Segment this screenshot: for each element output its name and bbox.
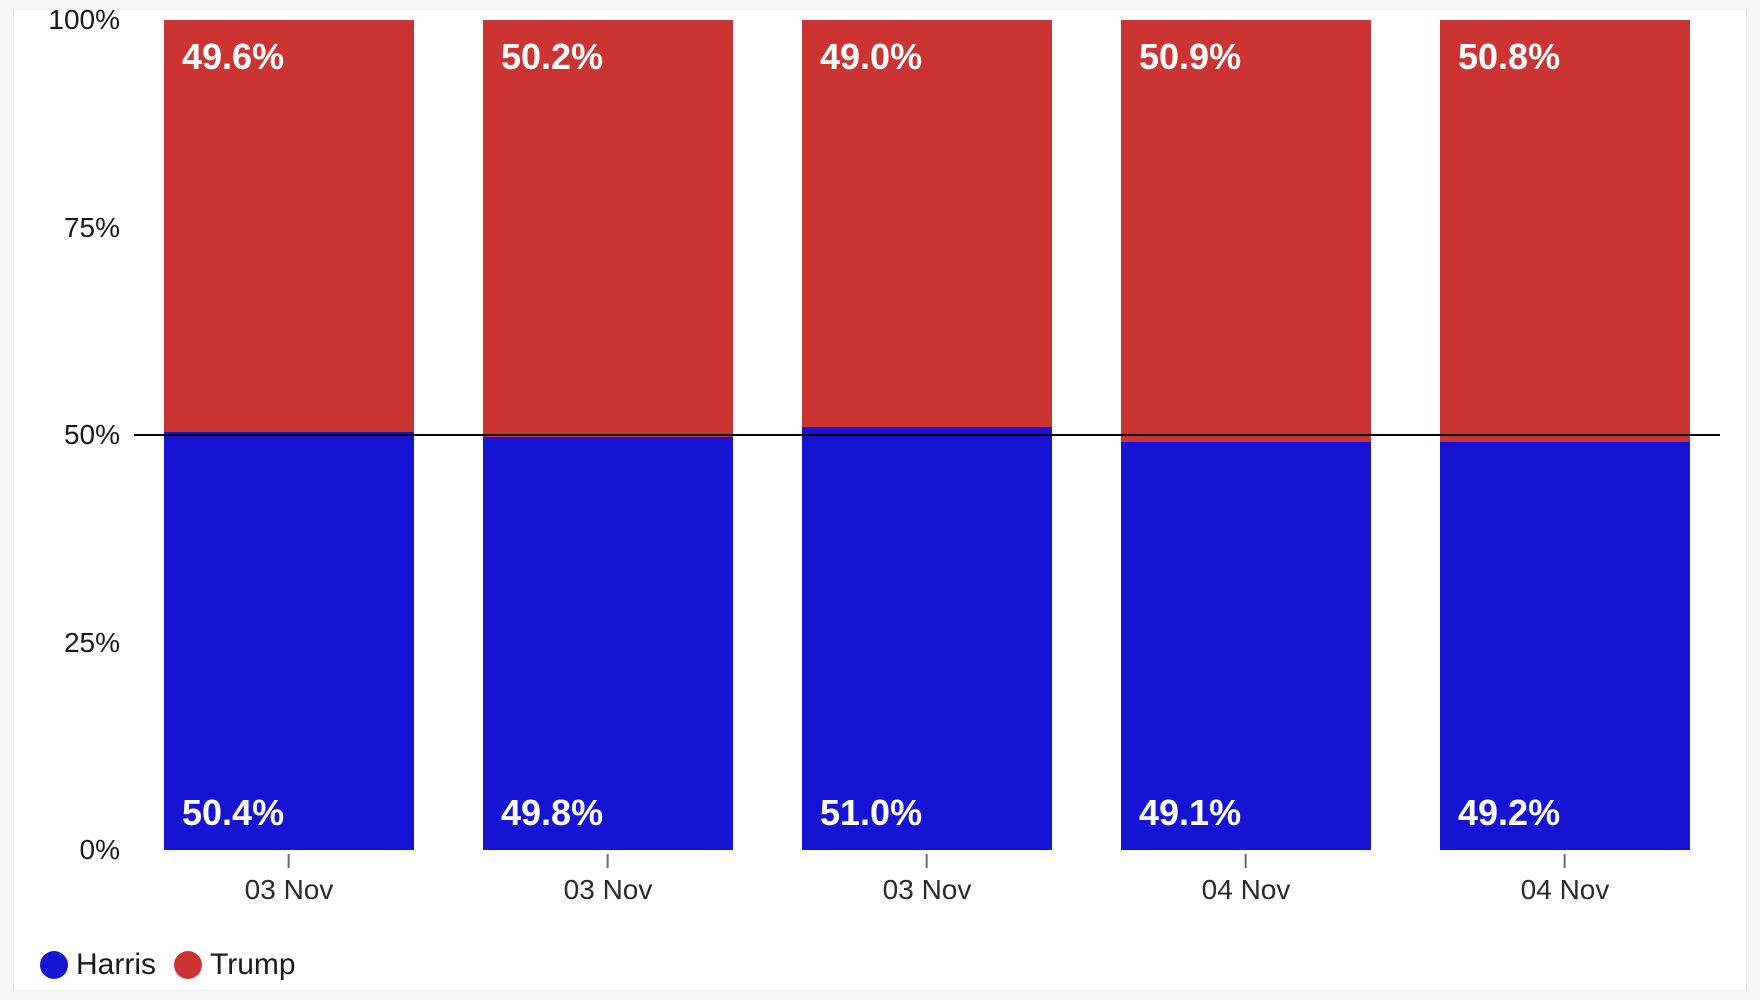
x-tick-4: 04 Nov	[1521, 850, 1610, 906]
legend: Harris Trump	[40, 948, 296, 982]
bar-2-harris-segment: 51.0%	[802, 427, 1052, 850]
x-label-0: 03 Nov	[245, 874, 334, 906]
y-tick-75: 75%	[64, 212, 134, 244]
x-tickmark-4	[1564, 854, 1566, 868]
x-tick-3: 04 Nov	[1202, 850, 1291, 906]
y-tick-25: 25%	[64, 627, 134, 659]
bar-4-harris-segment: 49.2%	[1440, 442, 1690, 850]
fifty-percent-line	[134, 434, 1720, 436]
bar-4-harris-label: 49.2%	[1458, 792, 1560, 834]
bar-0-trump-segment: 49.6%	[164, 20, 414, 432]
x-label-2: 03 Nov	[883, 874, 972, 906]
bar-4-trump-label: 50.8%	[1458, 36, 1560, 78]
bar-4-trump-segment: 50.8%	[1440, 20, 1690, 442]
bar-3-harris-segment: 49.1%	[1121, 442, 1371, 850]
legend-item-trump: Trump	[174, 948, 296, 982]
legend-label-harris: Harris	[76, 948, 156, 982]
bar-2-trump-label: 49.0%	[820, 36, 922, 78]
x-tick-1: 03 Nov	[564, 850, 653, 906]
bar-1-trump-label: 50.2%	[501, 36, 603, 78]
y-tick-50: 50%	[64, 419, 134, 451]
legend-swatch-harris	[40, 951, 68, 979]
bar-3-trump-segment: 50.9%	[1121, 20, 1371, 442]
x-tick-2: 03 Nov	[883, 850, 972, 906]
x-label-4: 04 Nov	[1521, 874, 1610, 906]
x-label-3: 04 Nov	[1202, 874, 1291, 906]
x-tick-0: 03 Nov	[245, 850, 334, 906]
bar-3-harris-label: 49.1%	[1139, 792, 1241, 834]
bar-2-harris-label: 51.0%	[820, 792, 922, 834]
bar-1-harris-label: 49.8%	[501, 792, 603, 834]
bar-0-harris-segment: 50.4%	[164, 432, 414, 850]
bar-2-trump-segment: 49.0%	[802, 20, 1052, 427]
y-tick-100: 100%	[48, 4, 134, 36]
bar-1-harris-segment: 49.8%	[483, 437, 733, 850]
bar-0-harris-label: 50.4%	[182, 792, 284, 834]
x-label-1: 03 Nov	[564, 874, 653, 906]
y-tick-0: 0%	[80, 834, 134, 866]
chart-frame: 0% 25% 50% 75% 100% 49.6% 50.4% 50.2% 49…	[14, 10, 1746, 990]
x-tickmark-0	[288, 854, 290, 868]
legend-label-trump: Trump	[210, 948, 296, 982]
x-tickmark-2	[926, 854, 928, 868]
plot-area: 0% 25% 50% 75% 100% 49.6% 50.4% 50.2% 49…	[134, 20, 1720, 850]
x-tickmark-1	[607, 854, 609, 868]
bar-3-trump-label: 50.9%	[1139, 36, 1241, 78]
x-axis: 03 Nov 03 Nov 03 Nov 04 Nov 04 Nov	[134, 850, 1720, 930]
legend-swatch-trump	[174, 951, 202, 979]
bar-1-trump-segment: 50.2%	[483, 20, 733, 437]
bar-0-trump-label: 49.6%	[182, 36, 284, 78]
x-tickmark-3	[1245, 854, 1247, 868]
legend-item-harris: Harris	[40, 948, 156, 982]
